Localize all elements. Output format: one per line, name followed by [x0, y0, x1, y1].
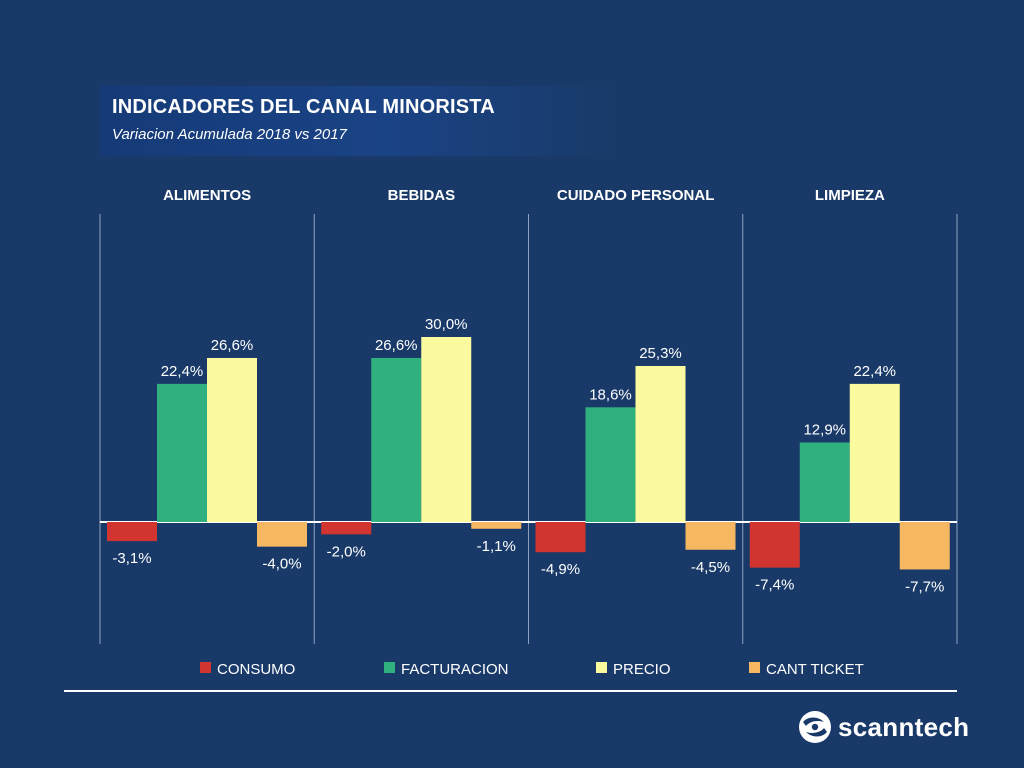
- legend-swatch-facturacion: [384, 662, 395, 673]
- legend-label-precio: PRECIO: [613, 661, 671, 678]
- bar-cant-ticket-cuidado-personal: [685, 522, 736, 550]
- data-label-precio-cuidado-personal: 25,3%: [639, 345, 682, 362]
- category-label-limpieza: LIMPIEZA: [815, 187, 885, 204]
- bar-consumo-limpieza: [749, 522, 800, 568]
- bar-precio-limpieza: [849, 383, 900, 522]
- bar-precio-bebidas: [421, 337, 472, 522]
- data-label-precio-alimentos: 26,6%: [211, 337, 254, 354]
- data-label-precio-bebidas: 30,0%: [425, 316, 468, 333]
- chart-title: INDICADORES DEL CANAL MINORISTA: [112, 96, 495, 118]
- legend-label-consumo: CONSUMO: [217, 661, 295, 678]
- bar-facturacion-bebidas: [371, 357, 422, 522]
- legend-swatch-consumo: [200, 662, 211, 673]
- data-label-facturacion-alimentos: 22,4%: [161, 363, 204, 380]
- chart-subtitle: Variacion Acumulada 2018 vs 2017: [112, 126, 347, 143]
- bar-precio-cuidado-personal: [635, 365, 686, 522]
- bar-cant-ticket-alimentos: [257, 522, 307, 547]
- bar-facturacion-cuidado-personal: [585, 407, 636, 522]
- data-label-precio-limpieza: 22,4%: [853, 363, 896, 380]
- bar-consumo-bebidas: [321, 522, 372, 535]
- category-label-bebidas: BEBIDAS: [388, 187, 456, 204]
- data-label-cant-ticket-cuidado-personal: -4,5%: [691, 559, 730, 576]
- bar-cant-ticket-limpieza: [899, 522, 950, 570]
- brand-name: scanntech: [838, 711, 970, 742]
- data-label-facturacion-cuidado-personal: 18,6%: [589, 386, 632, 403]
- legend-swatch-precio: [596, 662, 607, 673]
- title-band: [100, 86, 620, 156]
- data-label-cant-ticket-alimentos: -4,0%: [262, 556, 301, 573]
- data-label-facturacion-limpieza: 12,9%: [803, 421, 846, 438]
- data-label-cant-ticket-bebidas: -1,1%: [477, 538, 516, 555]
- category-label-alimentos: ALIMENTOS: [163, 187, 251, 204]
- bar-facturacion-alimentos: [157, 383, 207, 522]
- bar-facturacion-limpieza: [799, 442, 850, 522]
- bar-cant-ticket-bebidas: [471, 522, 522, 529]
- scanntech-logo-icon: [799, 711, 831, 743]
- bar-consumo-alimentos: [107, 522, 157, 542]
- brand-logo: scanntech: [798, 710, 969, 744]
- bar-precio-alimentos: [207, 357, 257, 522]
- data-label-consumo-cuidado-personal: -4,9%: [541, 561, 580, 578]
- data-label-cant-ticket-limpieza: -7,7%: [905, 578, 944, 595]
- footer-rule: [64, 690, 957, 692]
- legend-swatch-cant-ticket: [749, 662, 760, 673]
- legend-label-cant-ticket: CANT TICKET: [766, 661, 864, 678]
- bar-consumo-cuidado-personal: [535, 522, 586, 553]
- data-label-consumo-bebidas: -2,0%: [327, 543, 366, 560]
- data-label-facturacion-bebidas: 26,6%: [375, 337, 418, 354]
- data-label-consumo-alimentos: -3,1%: [112, 550, 151, 567]
- data-label-consumo-limpieza: -7,4%: [755, 577, 794, 594]
- legend-label-facturacion: FACTURACION: [401, 661, 509, 678]
- category-label-cuidado-personal: CUIDADO PERSONAL: [557, 187, 715, 204]
